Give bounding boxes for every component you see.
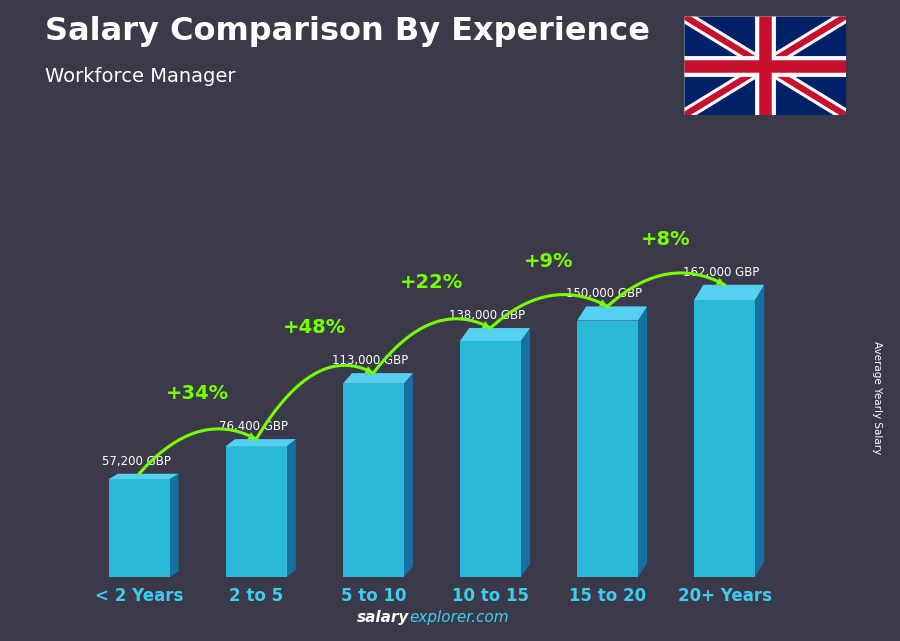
Text: +8%: +8% xyxy=(642,230,691,249)
Text: +22%: +22% xyxy=(400,273,464,292)
Text: 57,200 GBP: 57,200 GBP xyxy=(102,454,170,468)
Text: +48%: +48% xyxy=(284,319,346,337)
FancyBboxPatch shape xyxy=(226,446,287,577)
Polygon shape xyxy=(226,439,296,446)
Polygon shape xyxy=(577,306,647,320)
Polygon shape xyxy=(521,328,530,577)
Text: +34%: +34% xyxy=(166,385,230,403)
Text: Workforce Manager: Workforce Manager xyxy=(45,67,236,87)
Text: 113,000 GBP: 113,000 GBP xyxy=(332,354,409,367)
Text: 150,000 GBP: 150,000 GBP xyxy=(566,287,643,301)
Text: salary: salary xyxy=(357,610,410,625)
Polygon shape xyxy=(109,474,179,479)
FancyBboxPatch shape xyxy=(694,300,755,577)
Text: Salary Comparison By Experience: Salary Comparison By Experience xyxy=(45,16,650,47)
Polygon shape xyxy=(755,285,764,577)
FancyBboxPatch shape xyxy=(460,341,521,577)
Text: explorer.com: explorer.com xyxy=(410,610,509,625)
Polygon shape xyxy=(694,285,764,300)
Polygon shape xyxy=(287,439,296,577)
Text: +9%: +9% xyxy=(524,252,573,271)
Text: 162,000 GBP: 162,000 GBP xyxy=(683,266,760,279)
Polygon shape xyxy=(343,373,413,384)
Polygon shape xyxy=(404,373,413,577)
FancyBboxPatch shape xyxy=(343,384,404,577)
FancyBboxPatch shape xyxy=(577,320,638,577)
Text: 76,400 GBP: 76,400 GBP xyxy=(219,420,288,433)
Polygon shape xyxy=(638,306,647,577)
FancyBboxPatch shape xyxy=(109,479,169,577)
Text: 138,000 GBP: 138,000 GBP xyxy=(449,309,526,322)
Polygon shape xyxy=(460,328,530,341)
Polygon shape xyxy=(169,474,179,577)
Text: Average Yearly Salary: Average Yearly Salary xyxy=(872,341,883,454)
